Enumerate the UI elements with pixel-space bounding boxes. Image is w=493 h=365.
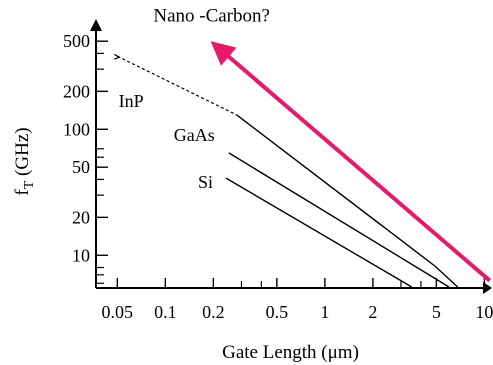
series-line-inp-projection — [117, 55, 237, 116]
y-tick-label: 50 — [72, 157, 90, 177]
series-line-si — [225, 177, 413, 288]
nano-carbon-label: Nano -Carbon? — [153, 5, 270, 26]
y-tick-label: 100 — [63, 119, 90, 139]
series-end-mark — [113, 53, 121, 60]
x-axis-title: Gate Length (μm) — [222, 342, 359, 363]
y-axis-title: fT (GHz) — [12, 127, 37, 195]
x-tick-label: 0.05 — [102, 302, 134, 322]
x-tick-label: 0.2 — [202, 302, 225, 322]
y-tick-label: 500 — [63, 31, 90, 51]
x-tick-label: 0.1 — [154, 302, 177, 322]
y-tick-label: 200 — [63, 81, 90, 101]
x-tick-label: 10 — [475, 302, 493, 322]
series-label-gaas: GaAs — [174, 125, 215, 145]
y-axis-title-subscript: T — [22, 180, 37, 189]
x-tick-label: 5 — [432, 302, 441, 322]
y-tick-label: 10 — [72, 245, 90, 265]
y-tick-label: 20 — [72, 207, 90, 227]
data-lines — [113, 53, 459, 288]
chart-text: Gate Length (μm) fT (GHz) 10205010020050… — [12, 5, 493, 363]
axes — [90, 19, 492, 294]
x-tick-label: 0.5 — [266, 302, 289, 322]
y-axis-title-unit: (GHz) — [12, 127, 33, 180]
series-line-gaas — [228, 152, 450, 288]
x-tick-label: 1 — [320, 302, 329, 322]
series-label-si: Si — [198, 172, 213, 192]
tick-marks — [96, 40, 486, 288]
y-axis-arrow — [90, 19, 102, 31]
x-tick-label: 2 — [368, 302, 377, 322]
annotations — [210, 41, 492, 283]
series-label-inp: InP — [119, 91, 144, 111]
y-axis-title-main: f — [12, 189, 33, 196]
series-line-inp — [236, 114, 459, 288]
nano-carbon-arrow — [210, 41, 492, 283]
x-axis-arrow — [483, 282, 492, 294]
